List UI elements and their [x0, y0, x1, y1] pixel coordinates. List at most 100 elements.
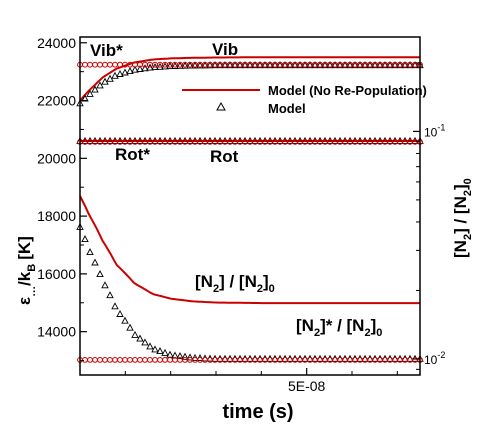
series-4-point [216, 136, 224, 144]
series-6-line [79, 195, 420, 305]
series-1-point [221, 61, 229, 69]
series-4-point [91, 136, 99, 144]
y-tick-label: 24000 [37, 35, 76, 51]
series-4-point [176, 136, 184, 144]
series-7-point [126, 323, 134, 331]
series-4-point [146, 136, 154, 144]
series-4-point [226, 136, 234, 144]
series-7-point [81, 235, 89, 243]
series-7-point [106, 291, 114, 299]
series-4-point [376, 136, 384, 144]
series-8-point [102, 357, 108, 363]
series-4-point [236, 136, 244, 144]
series-1-point [196, 61, 204, 69]
series-4-point [96, 136, 104, 144]
series-4-point [316, 136, 324, 144]
series-1-point [126, 67, 134, 75]
series-1-point [91, 85, 99, 93]
series-2-point [87, 61, 93, 68]
series-4-point [106, 136, 114, 144]
series-1-point [191, 61, 199, 69]
series-2-point [117, 61, 123, 68]
series-7-point [131, 330, 139, 338]
series-4-point [256, 136, 264, 144]
y-tick-label: 22000 [37, 93, 76, 109]
series-7-point [101, 281, 109, 289]
series-4-point [116, 136, 124, 144]
series-1-point [131, 65, 139, 73]
series-4-point [246, 136, 254, 144]
series-1-point [371, 61, 379, 69]
series-1-point [96, 81, 104, 89]
series-4-point [291, 136, 299, 144]
series-1-point [116, 69, 124, 77]
series-1-point [406, 61, 414, 69]
series-1-point [251, 61, 259, 69]
series-4-point [366, 136, 374, 144]
series-4-point [166, 136, 174, 144]
series-1-point [241, 61, 249, 69]
series-4-point [396, 136, 404, 144]
series-1-point [166, 62, 174, 70]
series-4-point [266, 136, 274, 144]
series-8-point [207, 357, 213, 363]
series-1-point [331, 61, 339, 69]
series-7-point [181, 352, 189, 360]
series-7-point [156, 347, 164, 355]
series-4-point [156, 136, 164, 144]
series-4-point [206, 136, 214, 144]
series-4-point [186, 136, 194, 144]
x-axis-label: time (s) [222, 401, 293, 423]
series-4-point [241, 136, 249, 144]
series-4-point [351, 136, 359, 144]
series-8-point [82, 357, 88, 363]
series-1-point [216, 61, 224, 69]
series-4-point [326, 136, 334, 144]
series-1-point [271, 61, 279, 69]
series-8-point [87, 357, 93, 363]
plot-frame [79, 36, 421, 376]
series-2-point [107, 61, 113, 68]
series-2-point [92, 61, 98, 68]
series-4-point [136, 136, 144, 144]
series-8-point [147, 357, 153, 363]
series-2-point [112, 61, 118, 68]
series-1-point [286, 61, 294, 69]
series-4-point [251, 136, 259, 144]
series-1-point [396, 61, 404, 69]
series-1-point [326, 61, 334, 69]
series-7-point [96, 270, 104, 278]
series-7-point [171, 351, 179, 359]
y-axis-right-label: [N2] / [N2]0 [451, 178, 474, 258]
series-4-point [201, 136, 209, 144]
series-4-point [306, 136, 314, 144]
y-axis-left-label: ε…/kB[K] [15, 236, 38, 305]
legend-triangle-swatch [216, 101, 226, 111]
series-1-point [386, 61, 394, 69]
series-1-point [246, 61, 254, 69]
series-1-point [361, 61, 369, 69]
series-7-point [91, 258, 99, 266]
x-tick-label: 5E-08 [288, 378, 326, 394]
series-4-point [411, 136, 419, 144]
series-1-point [211, 61, 219, 69]
y-right-tick-label: 10-1 [424, 122, 445, 139]
series-1-point [226, 61, 234, 69]
series-8-point [152, 357, 158, 363]
series-1-point [401, 61, 409, 69]
series-2-point [97, 61, 103, 68]
series-4-point [171, 136, 179, 144]
series-1-point [236, 61, 244, 69]
series-4-point [131, 136, 139, 144]
series-4-point [191, 136, 199, 144]
series-4-point [311, 136, 319, 144]
series-1-point [381, 61, 389, 69]
series-8-point [107, 357, 113, 363]
series-1-point [141, 64, 149, 72]
legend-label-no-repop: Model (No Re-Population) [268, 83, 427, 98]
series-8-point [137, 357, 143, 363]
series-4-point [401, 136, 409, 144]
series-1-point [206, 61, 214, 69]
y-tick-label: 14000 [37, 324, 76, 340]
series-8-point [197, 357, 203, 363]
